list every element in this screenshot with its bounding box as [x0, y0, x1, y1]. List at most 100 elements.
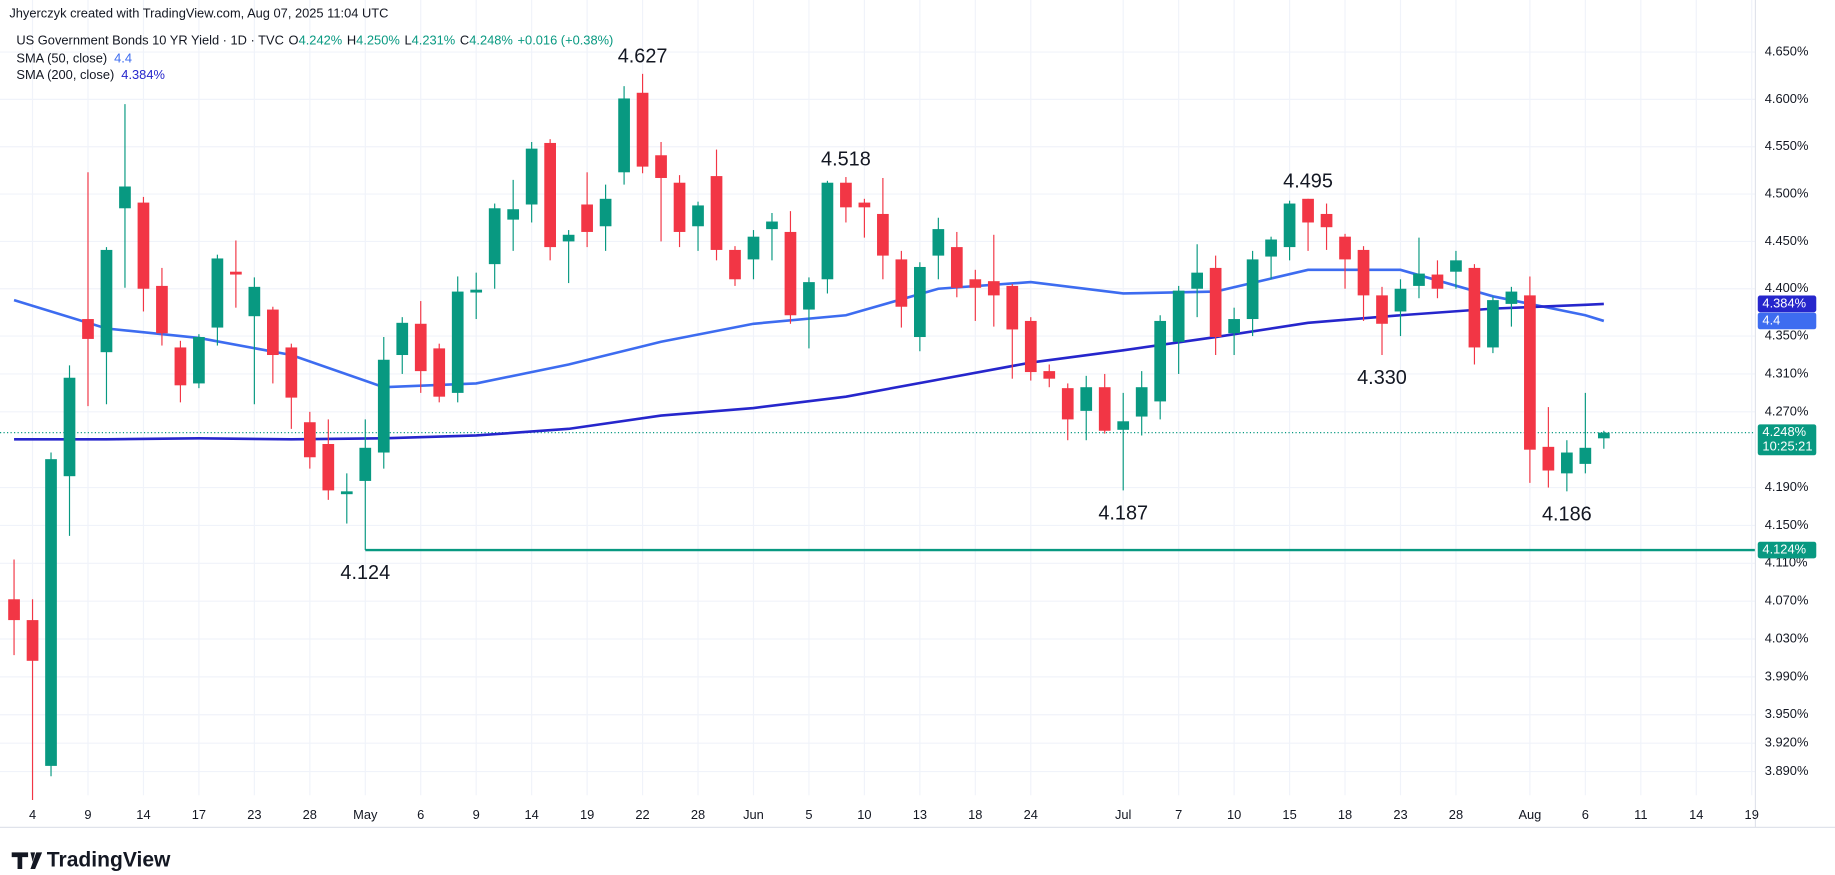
annotation: 4.187: [1098, 502, 1148, 524]
candle-body: [100, 249, 113, 353]
logo-text: TradingView: [47, 847, 171, 871]
candle-body: [914, 266, 926, 338]
ohlc-value: 4.242%: [299, 33, 343, 48]
candle-body: [1191, 272, 1203, 289]
x-tick-label: 24: [1024, 807, 1038, 822]
candle-body: [1098, 387, 1111, 431]
sma-axis-label: 4.4: [1762, 312, 1780, 327]
ohlc-key: C: [460, 33, 469, 48]
price-axis-label-bg: [1757, 424, 1817, 456]
x-tick-label: 19: [1745, 807, 1759, 822]
candle-body: [82, 319, 94, 339]
candle-body: [322, 444, 335, 491]
logo-mark: [11, 852, 43, 870]
candle-body: [544, 142, 556, 248]
candle-body: [1505, 291, 1518, 304]
x-tick-label: 15: [1282, 807, 1296, 822]
candle-body: [1339, 236, 1351, 260]
candle-body: [303, 422, 316, 458]
candle-body: [784, 231, 797, 316]
candle-body: [618, 98, 630, 173]
candle-body: [1450, 260, 1462, 272]
ohlc-value: 4.248%: [469, 33, 513, 48]
candle-body: [1228, 319, 1240, 334]
annotation: 4.518: [821, 149, 871, 171]
candle-body: [119, 186, 131, 209]
sma-legend: SMA (50, close) 4.4: [16, 51, 132, 66]
y-tick-label: 4.600%: [1765, 91, 1809, 106]
ohlc-value: 4.250%: [356, 33, 400, 48]
candle-body: [1561, 452, 1573, 474]
x-tick-label: 22: [635, 807, 649, 822]
x-tick-label: Aug: [1518, 807, 1541, 822]
candle-body: [950, 247, 963, 288]
y-tick-label: 4.110%: [1765, 555, 1808, 570]
candle-body: [932, 229, 945, 256]
candle-body: [359, 447, 372, 481]
y-tick-label: 4.070%: [1765, 593, 1809, 608]
candle-body: [8, 599, 20, 621]
candle-body: [895, 259, 908, 307]
annotation: 4.186: [1542, 503, 1592, 525]
candle-body: [267, 309, 279, 356]
price-axis-label: 4.248%: [1762, 424, 1806, 439]
x-tick-label: 6: [417, 807, 424, 822]
y-tick-label: 3.990%: [1765, 668, 1809, 683]
x-tick-label: 11: [1634, 807, 1647, 822]
x-tick-label: Jun: [743, 807, 764, 822]
plot: [0, 73, 1756, 800]
x-tick-label: 18: [968, 807, 982, 822]
candle-body: [1542, 446, 1555, 471]
candle-body: [673, 182, 686, 232]
y-tick-label: 4.190%: [1765, 479, 1809, 494]
x-tick-label: Jul: [1115, 807, 1132, 822]
x-tick-label: 14: [1689, 807, 1703, 822]
sma-name: SMA (50, close): [16, 51, 107, 66]
y-tick-label: 4.030%: [1765, 630, 1809, 645]
y-tick-label: 4.150%: [1765, 517, 1809, 532]
candle-body: [45, 459, 57, 766]
x-tick-label: 10: [857, 807, 871, 822]
candle-body: [488, 208, 501, 265]
ohlc-key: L: [404, 33, 411, 48]
candle-body: [562, 234, 575, 242]
candle-body: [599, 198, 612, 227]
candle-body: [1043, 371, 1056, 379]
sma-axis-label-bg: [1757, 295, 1817, 313]
candle-body: [1024, 320, 1037, 373]
candle-body: [1302, 198, 1314, 223]
y-tick-label: 4.450%: [1765, 233, 1809, 248]
annotation: 4.124: [340, 562, 390, 584]
candle-body: [729, 249, 741, 280]
x-tick-label: 10: [1227, 807, 1241, 822]
labels: 4.650% 4.600% 4.550% 4.500% 4.450% 4.400% 4.35…: [29, 43, 1817, 822]
y-tick-label: 4.350%: [1765, 327, 1809, 342]
candle-body: [969, 279, 982, 288]
candle-body: [1376, 295, 1388, 324]
sma-legend: SMA (200, close) 4.384%: [16, 68, 165, 83]
candle-body: [858, 202, 871, 208]
candle-body: [174, 347, 187, 386]
x-tick-label: 13: [913, 807, 927, 822]
sma-name: SMA (200, close): [16, 68, 114, 83]
candle-body: [1431, 274, 1444, 289]
candle-body: [396, 322, 409, 356]
y-tick-label: 3.950%: [1765, 706, 1809, 721]
candle-body: [1487, 300, 1499, 348]
header: Jhyerczyk created with TradingView.com, …: [9, 6, 388, 21]
sma-value: 4.384%: [121, 68, 165, 83]
candle-body: [581, 204, 593, 232]
candle-body: [63, 377, 76, 477]
x-tick-label: 6: [1582, 807, 1589, 822]
candle-body: [655, 155, 667, 178]
x-tick-label: 9: [84, 807, 91, 822]
y-tick-label: 3.920%: [1765, 735, 1809, 750]
x-tick-label: May: [353, 807, 378, 822]
candle-body: [1357, 249, 1370, 296]
candle-body: [1524, 295, 1536, 450]
candle-body: [433, 348, 446, 397]
candle-body: [747, 236, 760, 260]
candle-body: [840, 182, 852, 208]
x-tick-label: 17: [192, 807, 206, 822]
